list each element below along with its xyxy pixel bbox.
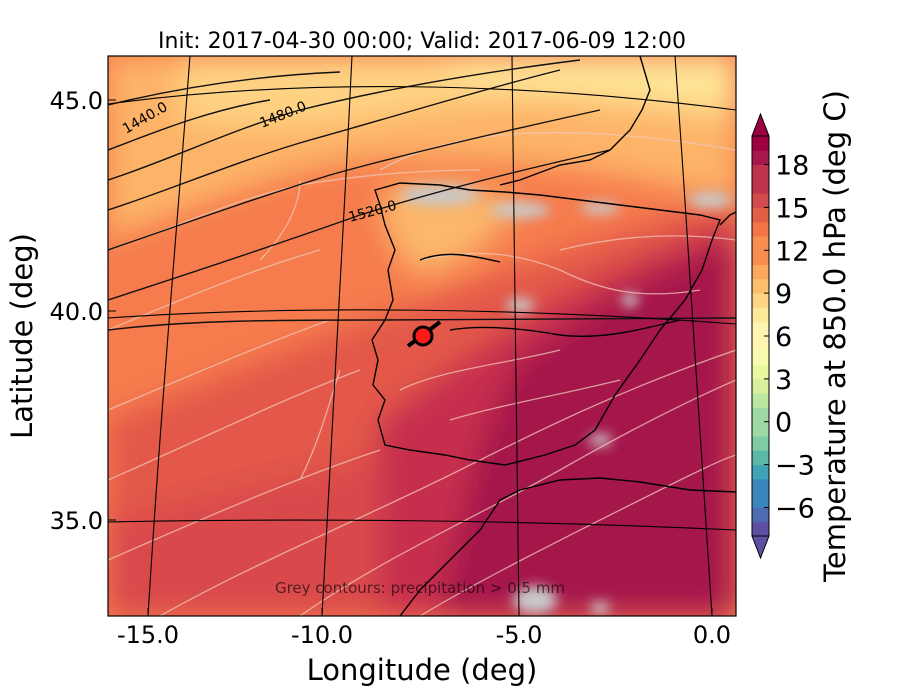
geopotential-contours: [108, 59, 736, 331]
colorbar-segment: [752, 436, 769, 451]
colorbar-extend-min: [751, 535, 770, 560]
colorbar-segment: [752, 136, 769, 151]
colorbar-segment: [752, 321, 769, 337]
colorbar-ticks: −6 −3 0 3 6 9 12 15 18: [764, 151, 815, 524]
colorbar-segment: [752, 236, 769, 251]
y-tick-label: 45.0: [50, 87, 103, 115]
colorbar-tick-label: 3: [775, 365, 792, 396]
colorbar-segment: [752, 336, 769, 351]
x-axis-label: Longitude (deg): [307, 653, 538, 687]
y-axis-label: Latitude (deg): [5, 233, 39, 439]
y-axis-ticks: 45.0 40.0 35.0: [50, 87, 116, 535]
colorbar-tick-label: 6: [775, 322, 792, 353]
coastlines: [371, 56, 736, 616]
colorbar-tick-label: 18: [775, 151, 809, 182]
x-tick-label: -10.0: [291, 621, 353, 649]
colorbar-tick-label: 0: [775, 408, 792, 439]
colorbar-segment: [752, 178, 769, 194]
colorbar-segment: [752, 250, 769, 266]
graticule: [108, 56, 736, 616]
colorbar-segment: [752, 393, 769, 408]
colorbar-segment: [752, 264, 769, 280]
x-tick-label: -15.0: [117, 621, 179, 649]
map-plot-area: 1440.0 1480.0 1520.0 Grey contours: [108, 56, 736, 616]
colorbar-segment: [752, 150, 769, 166]
colorbar-label: Temperature at 850.0 hPa (deg C): [818, 90, 852, 583]
colorbar-tick-label: 12: [775, 236, 809, 267]
colorbar-tick-label: 9: [775, 279, 792, 310]
colorbar-segment: [752, 507, 769, 523]
colorbar-tick-label: −6: [775, 493, 815, 524]
colorbar-segment: [752, 521, 769, 537]
colorbar-segment: [752, 307, 769, 323]
y-tick-label: 35.0: [50, 507, 103, 535]
colorbar-segment: [752, 478, 769, 494]
colorbar-segment: [752, 407, 769, 423]
colorbar-tick-label: −3: [775, 451, 815, 482]
colorbar-segment: [752, 378, 769, 394]
colorbar-segment: [752, 293, 769, 308]
colorbar-segment: [752, 450, 769, 466]
colorbar-segment: [752, 350, 769, 366]
colorbar-segment: [752, 464, 769, 480]
colorbar-segment: [752, 364, 769, 380]
colorbar-tick-label: 15: [775, 193, 809, 224]
colorbar-segment: [752, 164, 769, 180]
x-axis-ticks: -15.0 -10.0 -5.0 0.0: [117, 608, 731, 649]
colorbar-segment: [752, 493, 769, 508]
y-tick-label: 40.0: [50, 298, 103, 326]
precipitation-patches: [400, 185, 732, 614]
colorbar-segment: [752, 421, 769, 437]
colorbar-segment: [752, 207, 769, 223]
colorbar-segment: [752, 278, 769, 294]
x-tick-label: -5.0: [496, 621, 543, 649]
map-frame: [107, 55, 737, 617]
precipitation-note: Grey contours: precipitation > 0.5 mm: [275, 579, 565, 597]
chart-title: Init: 2017-04-30 00:00; Valid: 2017-06-0…: [158, 29, 686, 54]
colorbar-extend-max: [751, 112, 770, 137]
colorbar-segment: [752, 193, 769, 208]
location-marker: [406, 320, 442, 348]
colorbar-segment: [752, 221, 769, 237]
x-tick-label: 0.0: [693, 621, 731, 649]
